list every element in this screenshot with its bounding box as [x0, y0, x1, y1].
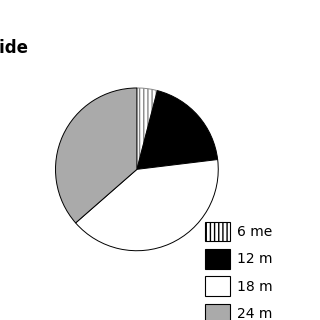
Legend: 6 me, 12 m, 18 m, 24 m: 6 me, 12 m, 18 m, 24 m: [201, 218, 276, 320]
Wedge shape: [137, 91, 218, 169]
Wedge shape: [76, 160, 218, 251]
Wedge shape: [55, 88, 137, 223]
Text: Duration of treatment with teriparatide: Duration of treatment with teriparatide: [0, 38, 28, 57]
Wedge shape: [137, 88, 157, 169]
